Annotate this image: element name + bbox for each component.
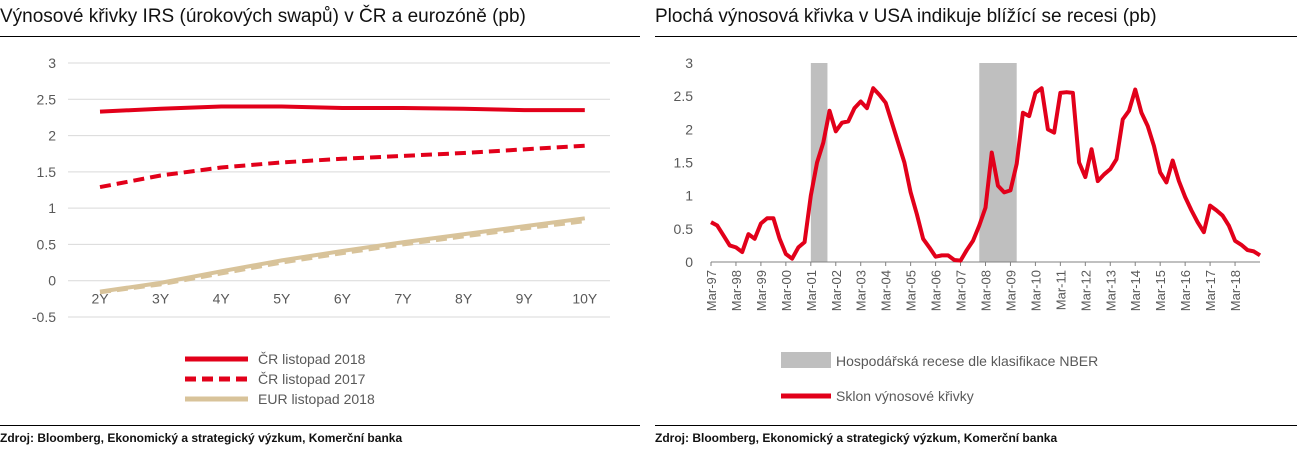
y-tick-label: 1 xyxy=(685,188,693,204)
left-bottom-rule xyxy=(0,425,640,426)
recession-band xyxy=(979,63,1017,262)
y-tick-label: 0.5 xyxy=(674,221,694,237)
x-tick-label: 3Y xyxy=(152,291,170,307)
right-source-note: Zdroj: Bloomberg, Ekonomický a strategic… xyxy=(655,431,1058,445)
x-tick-label: Mar-11 xyxy=(1053,270,1068,310)
x-tick-label: Mar-07 xyxy=(954,270,969,311)
y-tick-label: 1.5 xyxy=(674,155,694,171)
series-line-0 xyxy=(99,104,585,114)
right-bottom-rule xyxy=(655,425,1297,426)
right-chart-title: Plochá výnosová křivka v USA indikuje bl… xyxy=(655,6,1157,27)
x-tick-label: Mar-18 xyxy=(1228,270,1243,311)
x-tick-label: Mar-97 xyxy=(704,270,719,311)
y-tick-label: 2.5 xyxy=(674,88,694,104)
x-tick-label: Mar-05 xyxy=(904,270,919,311)
y-tick-label: 1 xyxy=(48,200,56,216)
y-tick-label: 0.5 xyxy=(37,236,57,252)
x-tick-label: Mar-10 xyxy=(1028,270,1043,311)
legend-label: EUR listopad 2018 xyxy=(258,391,375,407)
left-title-rule xyxy=(0,36,640,37)
x-tick-label: Mar-04 xyxy=(879,270,894,311)
legend-swatch-recession xyxy=(781,352,831,368)
x-tick-label: 2Y xyxy=(91,291,109,307)
x-tick-label: Mar-00 xyxy=(779,270,794,311)
x-tick-label: Mar-14 xyxy=(1128,270,1143,311)
x-tick-label: Mar-98 xyxy=(729,270,744,311)
x-tick-label: Mar-09 xyxy=(1003,270,1018,311)
y-tick-label: 3 xyxy=(685,55,693,71)
series-line-2 xyxy=(99,216,586,294)
y-tick-label: 0 xyxy=(48,273,56,289)
left-source-note: Zdroj: Bloomberg, Ekonomický a strategic… xyxy=(0,431,403,445)
left-yield-curve-chart: -0.5 0 0.5 1 1.5 2 2.5 3 2Y 3Y 4Y 5Y 6Y 7Y 8Y 9Y 10Y ČR l… xyxy=(32,55,610,407)
y-tick-label: 2 xyxy=(685,121,693,137)
series-line-slope xyxy=(710,86,1262,263)
legend-label: Hospodářská recese dle klasifikace NBER xyxy=(836,353,1098,369)
x-tick-label: Mar-13 xyxy=(1103,270,1118,311)
legend-label: ČR listopad 2018 xyxy=(258,351,366,367)
y-tick-label: 0 xyxy=(685,254,693,270)
y-tick-label: -0.5 xyxy=(32,309,56,325)
series-line-1 xyxy=(99,143,585,190)
left-chart-title: Výnosové křivky IRS (úrokových swapů) v … xyxy=(0,6,526,27)
x-tick-label: Mar-06 xyxy=(929,270,944,311)
x-tick-label: 5Y xyxy=(273,291,291,307)
right-panel: Plochá výnosová křivka v USA indikuje bl… xyxy=(648,0,1297,454)
x-tick-label: 10Y xyxy=(572,291,598,307)
y-tick-label: 3 xyxy=(48,55,56,71)
x-tick-label: Mar-08 xyxy=(979,270,994,311)
x-tick-label: Mar-02 xyxy=(829,270,844,311)
x-tick-label: Mar-99 xyxy=(754,270,769,311)
legend-label: Sklon výnosové křivky xyxy=(836,388,974,404)
y-tick-label: 2 xyxy=(48,128,56,144)
legend-label: ČR listopad 2017 xyxy=(258,371,366,387)
x-tick-label: 4Y xyxy=(213,291,231,307)
left-panel: Výnosové křivky IRS (úrokových swapů) v … xyxy=(0,0,645,454)
right-yield-slope-chart: 0 0.5 1 1.5 2 2.5 3 Mar-97 Mar-98 Mar-99 Mar-00 Mar… xyxy=(674,55,1262,404)
x-tick-label: 9Y xyxy=(516,291,534,307)
x-tick-label: Mar-01 xyxy=(804,270,819,311)
series-line-3 xyxy=(99,219,586,295)
y-tick-label: 2.5 xyxy=(37,91,57,107)
x-tick-label: Mar-17 xyxy=(1203,270,1218,311)
x-tick-label: Mar-16 xyxy=(1178,270,1193,311)
right-title-rule xyxy=(655,36,1297,37)
x-tick-label: Mar-15 xyxy=(1153,270,1168,311)
x-tick-label: Mar-03 xyxy=(854,270,869,311)
x-tick-label: Mar-12 xyxy=(1078,270,1093,311)
y-tick-label: 1.5 xyxy=(37,164,57,180)
x-tick-label: 8Y xyxy=(455,291,473,307)
x-tick-label: 6Y xyxy=(334,291,352,307)
x-tick-label: 7Y xyxy=(394,291,412,307)
